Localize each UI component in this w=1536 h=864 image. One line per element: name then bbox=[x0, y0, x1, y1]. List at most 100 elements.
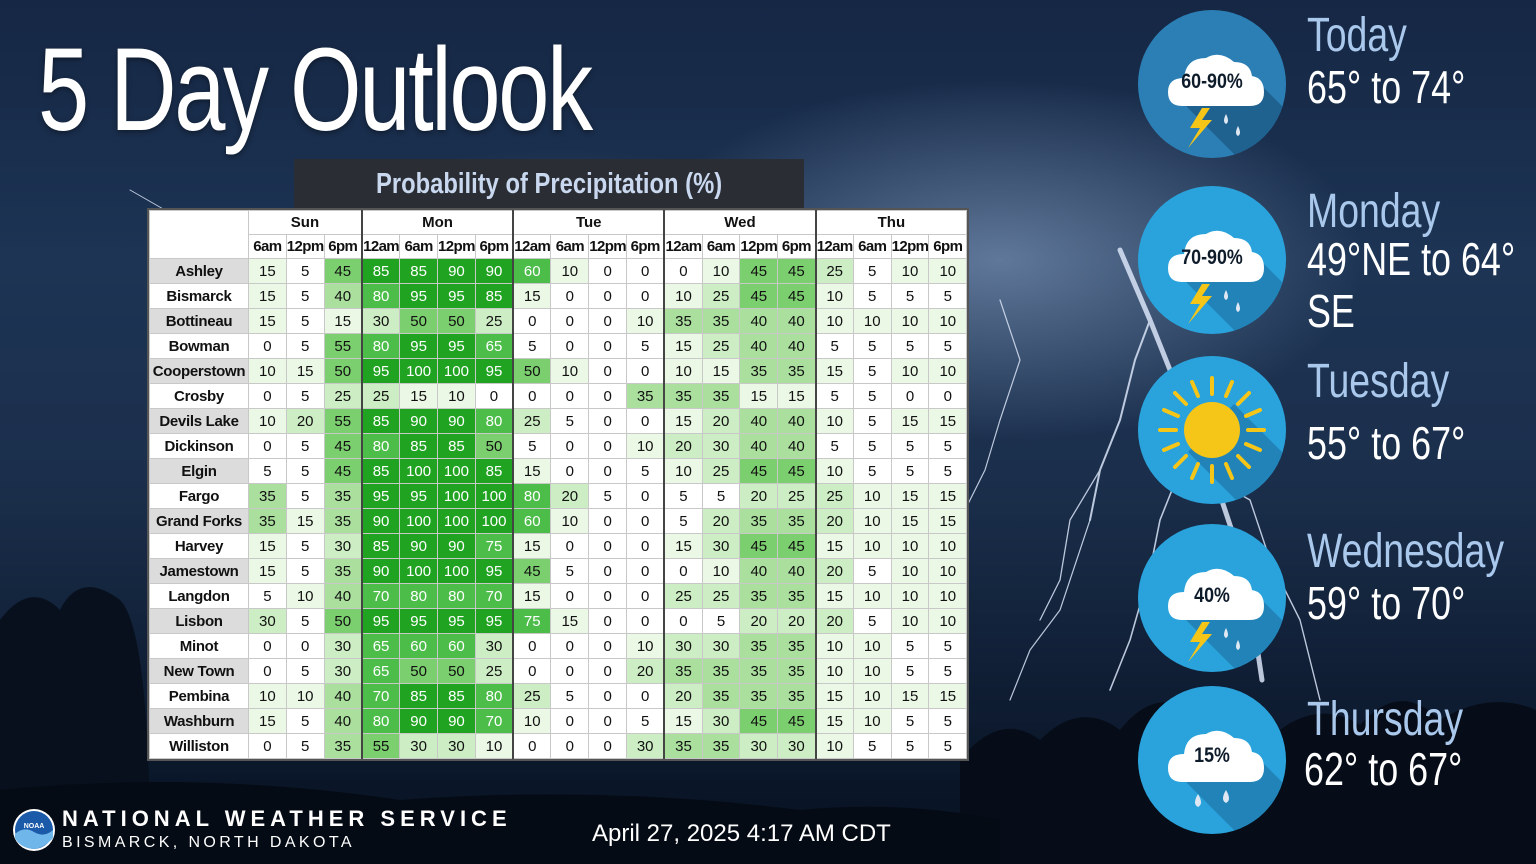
precip-cell: 50 bbox=[474, 433, 514, 459]
precip-cell: 0 bbox=[512, 658, 552, 684]
day-label: Wednesday bbox=[1307, 525, 1505, 578]
precip-cell: 0 bbox=[626, 283, 665, 309]
precip-cell: 10 bbox=[663, 358, 703, 384]
precip-cell: 5 bbox=[663, 508, 703, 534]
precip-cell: 10 bbox=[852, 508, 892, 534]
precip-cell: 50 bbox=[399, 308, 439, 334]
precip-cell: 0 bbox=[588, 258, 628, 284]
precip-cell: 35 bbox=[739, 633, 779, 659]
location-name: Bowman bbox=[149, 333, 249, 359]
precip-cell: 5 bbox=[928, 283, 968, 309]
period-header: 6am bbox=[399, 234, 439, 259]
day-header: Mon bbox=[360, 210, 514, 235]
table-row: Langdon 5 10 40 70 80 80 70 15 0 0 0 25 25 35 35 15 10 10 1… bbox=[149, 583, 968, 609]
precip-cell: 95 bbox=[437, 283, 476, 309]
table-row: Fargo 35 5 35 95 95 100 100 80 20 5 0 5 5 20 25 25 10 15 15 bbox=[149, 483, 968, 509]
precip-cell: 35 bbox=[777, 633, 817, 659]
period-header: 6pm bbox=[928, 234, 968, 259]
precip-cell: 5 bbox=[928, 708, 968, 734]
day-label: Today bbox=[1307, 9, 1407, 62]
precip-cell: 30 bbox=[360, 308, 401, 334]
precip-cell: 35 bbox=[701, 308, 741, 334]
precip-cell: 35 bbox=[701, 733, 741, 759]
period-header: 12pm bbox=[890, 234, 930, 259]
location-name: Grand Forks bbox=[149, 508, 249, 534]
precip-cell: 25 bbox=[701, 583, 741, 609]
precip-cell: 10 bbox=[663, 283, 703, 309]
precip-cell: 50 bbox=[399, 658, 439, 684]
precip-cell: 45 bbox=[512, 558, 552, 584]
precip-cell: 15 bbox=[777, 383, 817, 409]
precip-cell: 0 bbox=[285, 633, 325, 659]
org-name: NATIONAL WEATHER SERVICE bbox=[62, 806, 512, 831]
table-row: Crosby 0 5 25 25 15 10 0 0 0 0 35 35 35 15 15 5 5 0 0 bbox=[149, 383, 968, 409]
precip-cell: 95 bbox=[399, 483, 439, 509]
precip-cell: 5 bbox=[852, 733, 892, 759]
precip-cell: 50 bbox=[512, 358, 552, 384]
precip-cell: 45 bbox=[739, 258, 779, 284]
precip-cell: 85 bbox=[437, 683, 476, 709]
precip-cell: 40 bbox=[777, 308, 817, 334]
precip-cell: 5 bbox=[285, 608, 325, 634]
precip-cell: 15 bbox=[285, 508, 325, 534]
precip-cell: 0 bbox=[626, 258, 665, 284]
precip-cell: 0 bbox=[588, 533, 628, 559]
precip-cell: 10 bbox=[814, 283, 854, 309]
precip-cell: 100 bbox=[437, 508, 476, 534]
precip-cell: 45 bbox=[739, 533, 779, 559]
precip-cell: 15 bbox=[663, 708, 703, 734]
period-header: 12am bbox=[663, 234, 703, 259]
precip-cell: 5 bbox=[890, 433, 930, 459]
precip-cell: 10 bbox=[550, 358, 590, 384]
precip-cell: 10 bbox=[701, 558, 741, 584]
precip-cell: 10 bbox=[550, 258, 590, 284]
table-title: Probability of Precipitation (%) bbox=[294, 159, 804, 209]
precip-cell: 65 bbox=[360, 658, 401, 684]
table-row: Bottineau 15 5 15 30 50 50 25 0 0 0 10 35 35 40 40 10 10 1… bbox=[149, 308, 968, 334]
day-header: Wed bbox=[663, 210, 817, 235]
precip-cell: 0 bbox=[626, 608, 665, 634]
precip-cell: 35 bbox=[323, 558, 363, 584]
precip-cell: 5 bbox=[248, 583, 287, 609]
precip-cell: 15 bbox=[248, 533, 287, 559]
period-header: 12pm bbox=[588, 234, 628, 259]
precip-cell: 35 bbox=[663, 733, 703, 759]
precip-cell: 50 bbox=[437, 658, 476, 684]
rain-icon: 15% bbox=[1138, 686, 1286, 834]
precip-cell: 5 bbox=[852, 608, 892, 634]
precip-cell: 10 bbox=[928, 583, 968, 609]
precip-cell: 35 bbox=[739, 683, 779, 709]
precip-cell: 0 bbox=[588, 733, 628, 759]
table-row: Elgin 5 5 45 85 100 100 85 15 0 0 5 10 25 45 45 10 5 5 5 bbox=[149, 458, 968, 484]
precip-cell: 35 bbox=[248, 508, 287, 534]
precip-cell: 0 bbox=[248, 433, 287, 459]
precip-cell: 45 bbox=[323, 433, 363, 459]
precip-cell: 0 bbox=[588, 333, 628, 359]
precip-cell: 5 bbox=[852, 558, 892, 584]
precip-cell: 5 bbox=[285, 733, 325, 759]
precip-cell: 0 bbox=[626, 483, 665, 509]
precip-cell: 10 bbox=[285, 683, 325, 709]
precip-cell: 5 bbox=[248, 458, 287, 484]
precip-cell: 15 bbox=[248, 258, 287, 284]
precip-cell: 40 bbox=[323, 708, 363, 734]
precip-cell: 90 bbox=[437, 708, 476, 734]
precip-cell: 5 bbox=[550, 558, 590, 584]
precip-cell: 15 bbox=[814, 533, 854, 559]
table-row: Devils Lake 10 20 55 85 90 90 80 25 5 0 0 15 20 40 40 10… bbox=[149, 408, 968, 434]
precip-cell: 5 bbox=[285, 458, 325, 484]
precip-cell: 80 bbox=[512, 483, 552, 509]
precip-cell: 20 bbox=[739, 608, 779, 634]
precip-cell: 10 bbox=[814, 408, 854, 434]
table-row: New Town 0 5 30 65 50 50 25 0 0 0 20 35 35 35 35 10 10 5 5 bbox=[149, 658, 968, 684]
table-row: Harvey 15 5 30 85 90 90 75 15 0 0 0 15 30 45 45 15 10 10 10 bbox=[149, 533, 968, 559]
precip-cell: 80 bbox=[399, 583, 439, 609]
precip-chance: 70-90% bbox=[1181, 246, 1243, 269]
precip-cell: 90 bbox=[399, 533, 439, 559]
precip-cell: 25 bbox=[701, 283, 741, 309]
precip-cell: 5 bbox=[285, 533, 325, 559]
location-name: Devils Lake bbox=[149, 408, 249, 434]
precip-cell: 55 bbox=[323, 333, 363, 359]
precip-cell: 5 bbox=[928, 633, 968, 659]
precip-cell: 10 bbox=[626, 433, 665, 459]
